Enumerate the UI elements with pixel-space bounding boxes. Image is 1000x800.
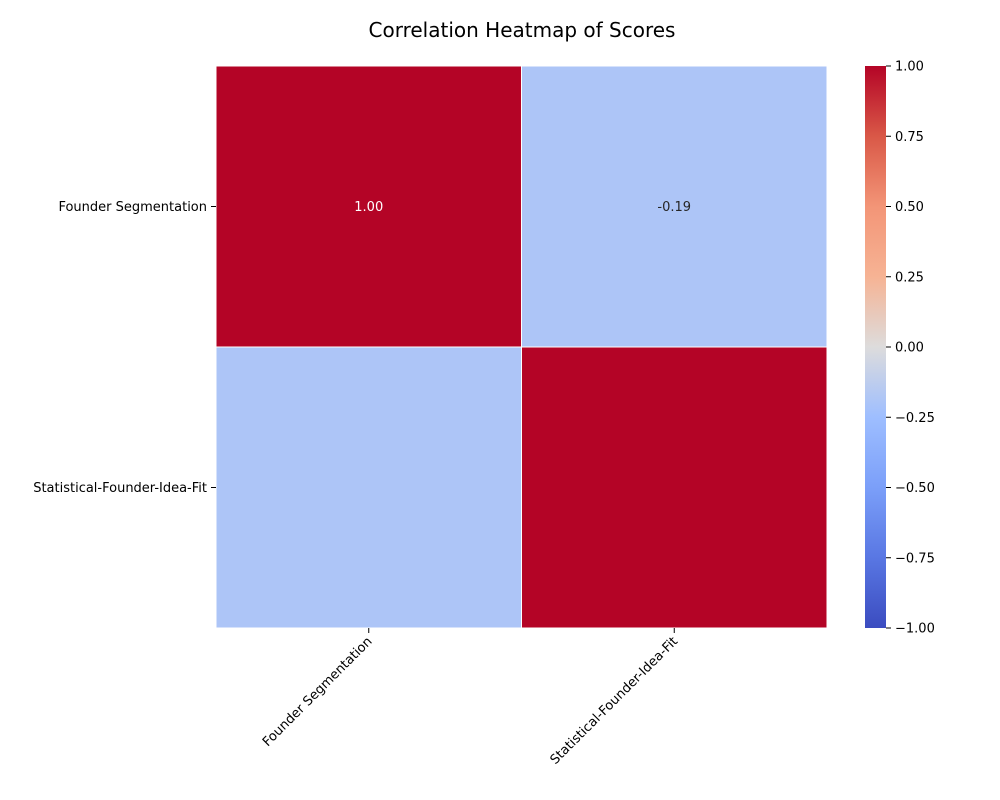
heatmap-cell	[215, 65, 522, 348]
colorbar-tick-label: −0.50	[895, 481, 935, 496]
cell-value-label: -0.19	[657, 200, 691, 215]
colorbar-tick-label: −1.00	[895, 622, 935, 637]
colorbar-tick-label: 0.50	[895, 200, 924, 215]
y-axis-ticks: Founder Segmentation Statistical-Founder-…	[33, 200, 216, 496]
y-tick-label: Founder Segmentation	[58, 200, 207, 215]
colorbar	[865, 66, 886, 628]
heatmap-cells: 1.00 -0.19	[215, 65, 828, 629]
colorbar-tick-label: −0.25	[895, 411, 935, 426]
x-tick-label: Statistical-Founder-Idea-Fit	[548, 634, 682, 768]
colorbar-tick-label: −0.75	[895, 551, 935, 566]
heatmap-cell	[521, 65, 828, 348]
colorbar-tick-label: 1.00	[895, 60, 924, 75]
chart-title: Correlation Heatmap of Scores	[369, 18, 676, 42]
colorbar-tick-label: 0.75	[895, 130, 924, 145]
colorbar-tick-label: 0.00	[895, 341, 924, 356]
x-tick-label: Founder Segmentation	[260, 634, 376, 750]
colorbar-gradient	[865, 66, 886, 628]
x-axis-ticks: Founder Segmentation Statistical-Founder-…	[260, 628, 681, 768]
colorbar-tick-label: 0.25	[895, 270, 924, 285]
heatmap-cell	[521, 346, 828, 629]
heatmap-cell	[215, 346, 522, 629]
colorbar-ticks: 1.00 0.75 0.50 0.25 0.00 −0.25 −0.50 −0.75 −1.00	[886, 60, 935, 637]
y-tick-label: Statistical-Founder-Idea-Fit	[33, 481, 207, 496]
cell-value-label: 1.00	[354, 200, 383, 215]
